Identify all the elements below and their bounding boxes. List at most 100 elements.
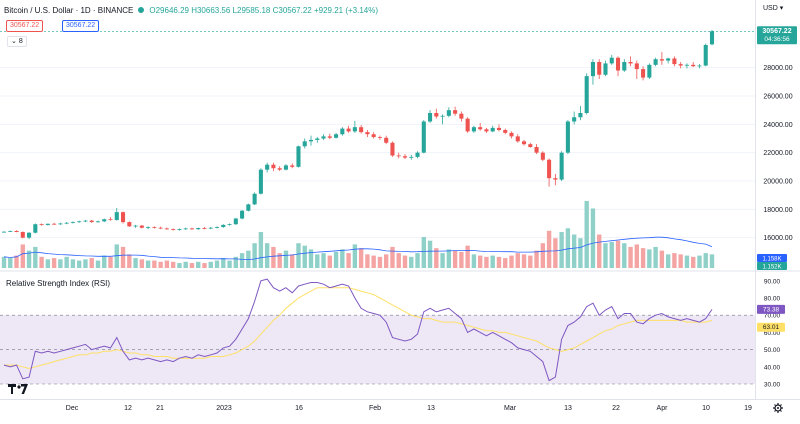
candle	[465, 117, 470, 133]
indicator-count: 8	[18, 38, 23, 45]
rsi-title[interactable]: Relative Strength Index (RSI)	[6, 279, 111, 288]
volume-bar	[114, 244, 119, 268]
volume-bar	[459, 251, 464, 268]
candle	[133, 224, 138, 228]
candle	[371, 132, 376, 139]
currency-label: USD	[763, 5, 778, 12]
time-label: 21	[156, 405, 164, 412]
volume-bar	[477, 255, 483, 268]
candle	[296, 145, 301, 168]
candle	[666, 57, 671, 64]
candle	[547, 158, 552, 187]
price-label: 28000.00	[763, 65, 792, 72]
candle	[384, 135, 389, 145]
volume-bar	[89, 258, 94, 268]
price-label: 16000.00	[763, 235, 792, 242]
rsi-axis-labels[interactable]: 90.00 80.00 70.00 60.00 50.00 40.00 30.00	[764, 278, 781, 388]
candle	[83, 219, 88, 223]
volume-bar	[164, 260, 170, 268]
candle	[565, 120, 570, 155]
time-axis-labels[interactable]: Dec 12 21 2023 16 Feb 13 Mar 13 22 Apr 10 19	[66, 405, 752, 412]
symbol-header[interactable]: Bitcoin / U.S. Dollar · 1D · BINANCE O29…	[4, 3, 378, 17]
volume-bar	[145, 260, 151, 268]
candle	[540, 151, 545, 162]
candles	[1, 29, 715, 240]
volume-bar	[33, 246, 38, 268]
volume-bar	[534, 250, 539, 268]
candle	[471, 125, 476, 133]
rsi-badges: 73.38 63.01	[757, 304, 785, 332]
volume-bar	[584, 201, 589, 268]
volume-bar	[647, 249, 652, 268]
price-label: 26000.00	[763, 94, 792, 101]
candle	[340, 127, 345, 136]
price-label: 22000.00	[763, 150, 792, 157]
candle	[77, 220, 82, 223]
candle	[108, 217, 113, 221]
buy-price-button[interactable]: 30567.22	[62, 20, 100, 32]
time-label: 13	[427, 405, 435, 412]
time-label: 10	[702, 405, 710, 412]
candle	[171, 228, 176, 231]
volume-bar	[327, 255, 332, 268]
candle	[27, 232, 32, 240]
candle	[697, 64, 702, 69]
indicators-toggle[interactable]: ⌄ 8	[7, 36, 27, 47]
candle	[102, 218, 107, 223]
candle	[647, 63, 652, 79]
candle	[377, 135, 382, 140]
rsi-label: 40.00	[764, 364, 781, 371]
volume-bar	[302, 245, 307, 268]
volume-bar	[58, 259, 63, 268]
volume-bar	[709, 254, 715, 268]
volume-bar	[578, 238, 583, 268]
candle	[434, 108, 439, 119]
candle	[246, 203, 251, 212]
volume-badges: 1.158K 1.152K	[757, 254, 787, 271]
tradingview-logo-icon[interactable]	[8, 384, 28, 394]
time-label: 13	[564, 405, 572, 412]
price-label: 24000.00	[763, 122, 792, 129]
volume-bars	[1, 201, 715, 268]
candle	[45, 223, 50, 226]
candle	[365, 130, 370, 138]
volume-bar	[202, 263, 207, 268]
volume-bar	[233, 256, 239, 268]
volume-bar	[691, 256, 696, 268]
time-label: 2023	[216, 405, 232, 412]
price-grid	[0, 67, 755, 239]
candle	[240, 210, 245, 220]
time-label: 16	[295, 405, 303, 412]
symbol-title[interactable]: Bitcoin / U.S. Dollar · 1D · BINANCE	[4, 5, 134, 15]
volume-bar	[697, 255, 702, 268]
volume-bar	[139, 259, 145, 268]
candle	[409, 154, 414, 160]
volume-ma-line	[3, 236, 713, 261]
candle	[233, 217, 238, 225]
candle	[252, 192, 257, 206]
candle	[33, 223, 38, 234]
candle	[283, 164, 288, 171]
gear-icon[interactable]	[773, 403, 783, 413]
volume-bar	[528, 255, 533, 268]
candle	[528, 142, 533, 148]
candle	[221, 224, 226, 228]
sell-price-button[interactable]: 30567.22	[6, 20, 44, 32]
volume-bar	[308, 249, 314, 268]
volume-bar	[152, 260, 157, 268]
time-label: Apr	[657, 405, 669, 412]
candle	[290, 163, 295, 169]
candle	[158, 226, 163, 230]
volume-bar	[264, 243, 270, 268]
candle	[95, 220, 101, 223]
candle	[52, 222, 57, 225]
volume-bar	[239, 253, 245, 268]
price-axis-labels[interactable]: 28000.00 26000.00 24000.00 22000.00 20000.00…	[763, 65, 792, 242]
volume-bar	[321, 253, 326, 268]
candle	[271, 162, 276, 172]
volume-bar	[252, 243, 257, 268]
currency-selector[interactable]: USD ▾	[763, 4, 783, 12]
volume-bar	[703, 253, 708, 268]
